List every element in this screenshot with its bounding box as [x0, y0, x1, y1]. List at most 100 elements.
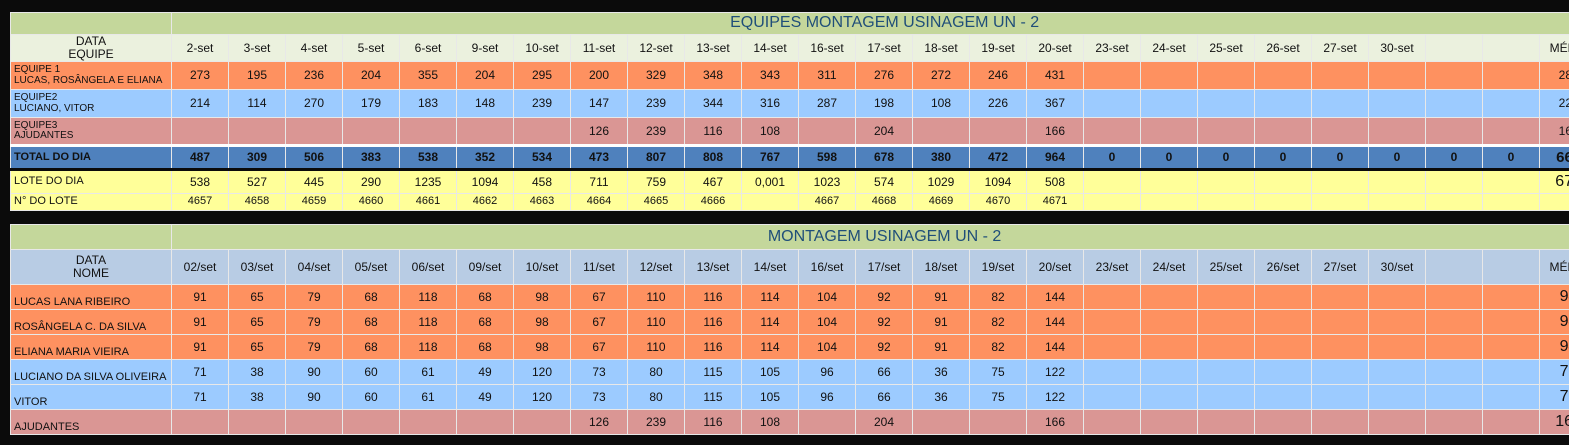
total-value-cell[interactable]: 0	[1140, 144, 1198, 170]
value-cell[interactable]	[1311, 384, 1369, 410]
lote-value-cell[interactable]: 458	[513, 168, 571, 194]
value-cell[interactable]: 118	[399, 334, 457, 360]
total-value-cell[interactable]: 808	[684, 144, 742, 170]
value-cell[interactable]: 214	[171, 89, 229, 118]
value-cell[interactable]	[171, 117, 229, 146]
lote-value-cell[interactable]: 574	[855, 168, 913, 194]
value-cell[interactable]: 65	[228, 284, 286, 310]
value-cell[interactable]	[513, 117, 571, 146]
numlote-value-cell[interactable]: 4659	[285, 193, 343, 211]
date-header-cell[interactable]: 10-set	[513, 34, 571, 62]
value-cell[interactable]	[1254, 89, 1312, 118]
value-cell[interactable]: 96	[798, 384, 856, 410]
value-cell[interactable]: 120	[513, 359, 571, 385]
value-cell[interactable]: 367	[1026, 89, 1084, 118]
value-cell[interactable]	[1083, 359, 1141, 385]
value-cell[interactable]: 126	[570, 409, 628, 435]
value-cell[interactable]	[456, 117, 514, 146]
value-cell[interactable]	[1311, 117, 1369, 146]
value-cell[interactable]	[1083, 409, 1141, 435]
numlote-value-cell[interactable]: 4661	[399, 193, 457, 211]
value-cell[interactable]: 126	[570, 117, 628, 146]
value-cell[interactable]	[456, 409, 514, 435]
value-cell[interactable]: 273	[171, 61, 229, 90]
value-cell[interactable]	[1197, 89, 1255, 118]
value-cell[interactable]: 68	[456, 309, 514, 335]
media-cell[interactable]: 94	[1538, 284, 1569, 310]
total-value-cell[interactable]: 598	[798, 144, 856, 170]
date-header-cell[interactable]	[1482, 249, 1540, 285]
lote-value-cell[interactable]	[1482, 168, 1540, 194]
value-cell[interactable]	[1311, 334, 1369, 360]
value-cell[interactable]: 144	[1026, 284, 1084, 310]
value-cell[interactable]: 49	[456, 359, 514, 385]
value-cell[interactable]: 204	[456, 61, 514, 90]
value-cell[interactable]: 183	[399, 89, 457, 118]
value-cell[interactable]	[798, 409, 856, 435]
numlote-value-cell[interactable]: 4664	[570, 193, 628, 211]
total-value-cell[interactable]: 0	[1425, 144, 1483, 170]
value-cell[interactable]: 38	[228, 384, 286, 410]
value-cell[interactable]: 144	[1026, 334, 1084, 360]
value-cell[interactable]: 108	[912, 89, 970, 118]
value-cell[interactable]	[342, 409, 400, 435]
lote-value-cell[interactable]: 508	[1026, 168, 1084, 194]
lote-value-cell[interactable]: 1029	[912, 168, 970, 194]
value-cell[interactable]	[1197, 359, 1255, 385]
total-value-cell[interactable]: 472	[969, 144, 1027, 170]
numlote-value-cell[interactable]	[1425, 193, 1483, 211]
value-cell[interactable]: 98	[513, 334, 571, 360]
total-value-cell[interactable]: 473	[570, 144, 628, 170]
value-cell[interactable]: 116	[684, 117, 742, 146]
person-name-cell[interactable]: ELIANA MARIA VIEIRA	[10, 334, 172, 360]
value-cell[interactable]: 96	[798, 359, 856, 385]
date-header-cell[interactable]: 24/set	[1140, 249, 1198, 285]
lote-value-cell[interactable]: 1094	[456, 168, 514, 194]
lote-value-cell[interactable]: 538	[171, 168, 229, 194]
date-header-cell[interactable]: 25-set	[1197, 34, 1255, 62]
value-cell[interactable]	[285, 409, 343, 435]
date-header-cell[interactable]: 11/set	[570, 249, 628, 285]
value-cell[interactable]: 287	[798, 89, 856, 118]
value-cell[interactable]	[1368, 89, 1426, 118]
value-cell[interactable]: 329	[627, 61, 685, 90]
value-cell[interactable]: 110	[627, 309, 685, 335]
value-cell[interactable]: 118	[399, 284, 457, 310]
date-header-cell[interactable]: 16-set	[798, 34, 856, 62]
date-header-cell[interactable]: 17/set	[855, 249, 913, 285]
value-cell[interactable]	[1254, 309, 1312, 335]
lote-value-cell[interactable]	[1140, 168, 1198, 194]
total-value-cell[interactable]: 0	[1368, 144, 1426, 170]
date-header-cell[interactable]: 10/set	[513, 249, 571, 285]
date-header-cell[interactable]: 06/set	[399, 249, 457, 285]
total-value-cell[interactable]: 807	[627, 144, 685, 170]
value-cell[interactable]: 98	[513, 284, 571, 310]
total-value-cell[interactable]: 380	[912, 144, 970, 170]
value-cell[interactable]: 92	[855, 309, 913, 335]
value-cell[interactable]: 122	[1026, 384, 1084, 410]
value-cell[interactable]	[171, 409, 229, 435]
media-cell[interactable]: 79	[1538, 359, 1569, 385]
value-cell[interactable]: 82	[969, 309, 1027, 335]
value-cell[interactable]: 68	[342, 309, 400, 335]
value-cell[interactable]: 91	[912, 284, 970, 310]
numlote-value-cell[interactable]	[1197, 193, 1255, 211]
numlote-value-cell[interactable]: 4670	[969, 193, 1027, 211]
value-cell[interactable]: 36	[912, 359, 970, 385]
value-cell[interactable]	[912, 117, 970, 146]
value-cell[interactable]: 91	[912, 309, 970, 335]
lote-value-cell[interactable]: 467	[684, 168, 742, 194]
value-cell[interactable]: 75	[969, 359, 1027, 385]
date-header-cell[interactable]: 26-set	[1254, 34, 1312, 62]
value-cell[interactable]: 68	[342, 334, 400, 360]
numlote-label-cell[interactable]: N° DO LOTE	[10, 193, 172, 211]
value-cell[interactable]	[1197, 309, 1255, 335]
total-value-cell[interactable]: 0	[1083, 144, 1141, 170]
value-cell[interactable]: 105	[741, 384, 799, 410]
value-cell[interactable]: 91	[171, 284, 229, 310]
numlote-value-cell[interactable]: 4663	[513, 193, 571, 211]
value-cell[interactable]: 38	[228, 359, 286, 385]
value-cell[interactable]	[1482, 359, 1540, 385]
header-corner-cell[interactable]: DATA EQUIPE	[10, 34, 172, 62]
value-cell[interactable]	[1425, 309, 1483, 335]
